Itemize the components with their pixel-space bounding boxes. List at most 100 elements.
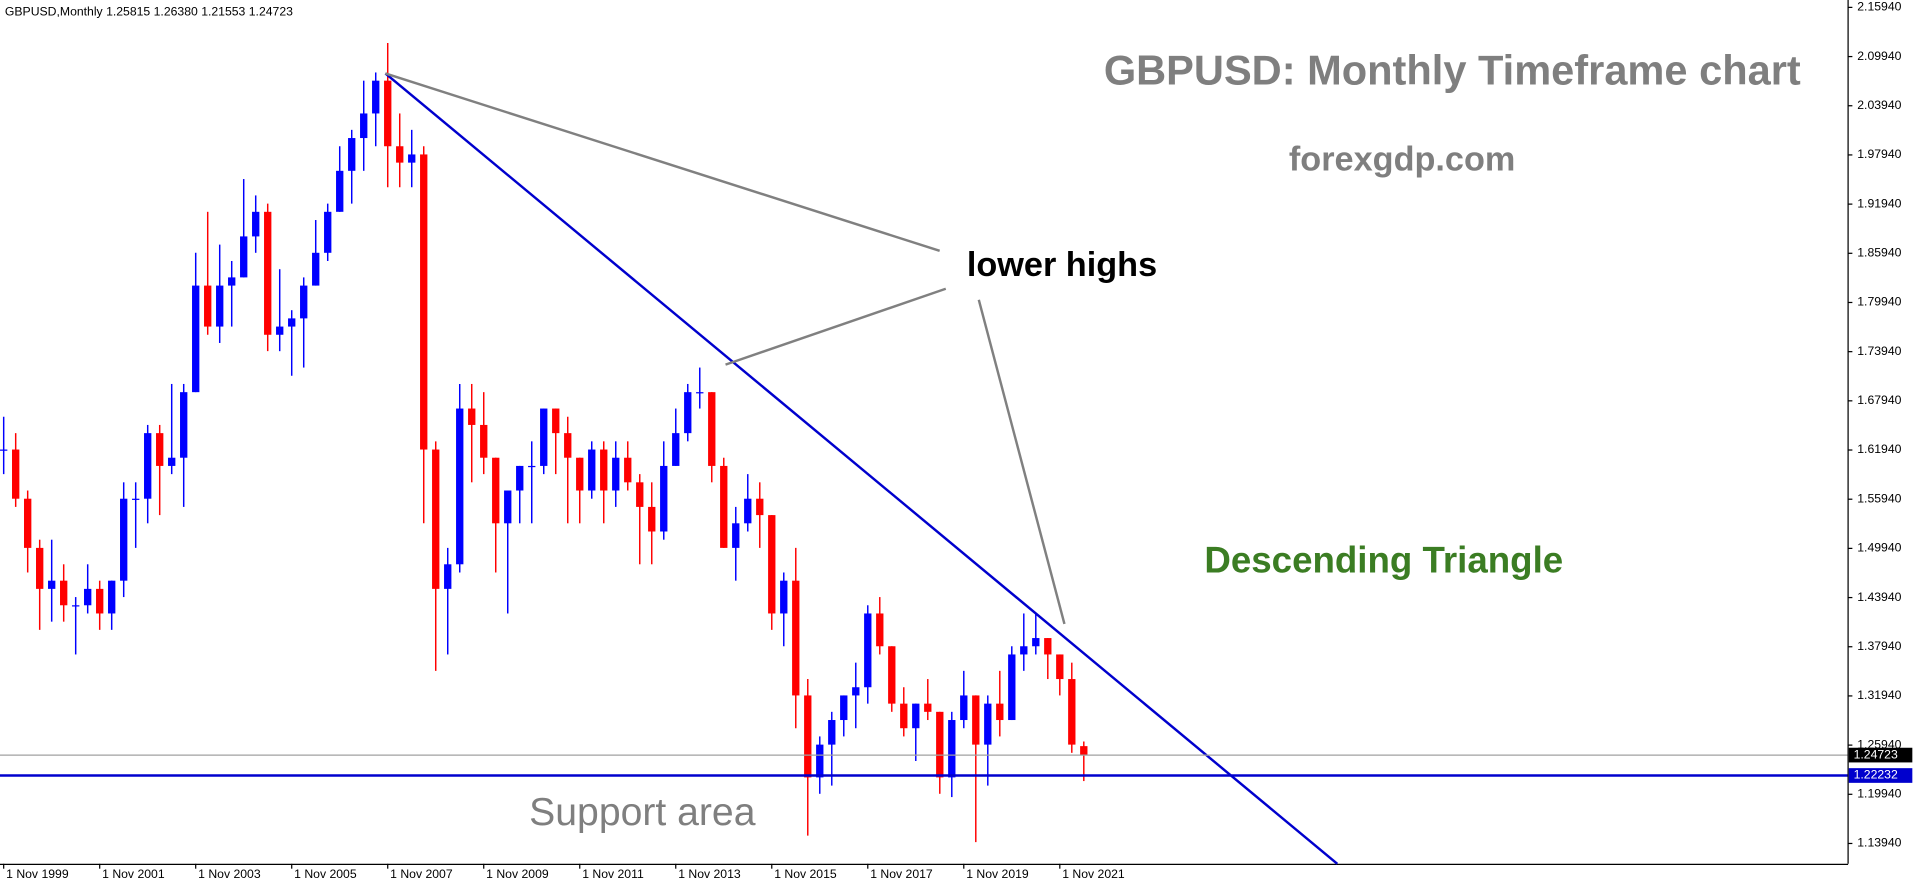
y-tick-label: 2.09940 (1857, 49, 1901, 63)
candle-body (408, 154, 416, 163)
candle-body (972, 695, 980, 745)
candle-body (612, 457, 620, 491)
y-tick-label: 2.03940 (1857, 98, 1901, 112)
candle-body (660, 465, 668, 532)
candle-body (672, 433, 680, 466)
candle-body (168, 457, 176, 466)
pointer-line (725, 287, 947, 366)
candle-body (948, 720, 956, 778)
candle-body (756, 498, 764, 516)
candle-body (372, 80, 380, 114)
candle-body (1056, 654, 1064, 680)
annotation: lower highs (967, 246, 1157, 284)
candle-body (744, 498, 752, 524)
y-tick-label: 1.13940 (1857, 836, 1901, 850)
price-label: 1.24723 (1854, 747, 1898, 761)
x-tick-label: 1 Nov 1999 (6, 867, 69, 881)
y-tick-label: 1.85940 (1857, 246, 1901, 260)
price-label-box (1848, 768, 1913, 783)
y-tick-label: 1.49940 (1857, 541, 1901, 555)
candle-body (684, 392, 692, 434)
candle-body (324, 211, 332, 253)
candle-body (348, 138, 356, 171)
candle-body (792, 580, 800, 696)
x-tick-label: 1 Nov 2005 (294, 867, 357, 881)
x-tick-label: 1 Nov 2019 (966, 867, 1029, 881)
candle-body (312, 252, 320, 286)
candle-body (1008, 654, 1016, 721)
candle-body (1044, 638, 1052, 655)
candle-body (240, 236, 248, 278)
candle-body (60, 580, 68, 606)
candle-body (480, 424, 488, 458)
candle-body (876, 613, 884, 647)
candle-body (396, 146, 404, 163)
candle-body (780, 580, 788, 614)
candle-body (468, 408, 476, 425)
x-tick-label: 1 Nov 2009 (486, 867, 549, 881)
candle-body (24, 498, 32, 548)
candle-body (156, 433, 164, 466)
candle-body (204, 285, 212, 327)
pointer-line (385, 72, 941, 252)
candle-body (300, 285, 308, 319)
trend-line (384, 72, 1339, 865)
candle-body (288, 318, 296, 327)
y-tick-label: 1.97940 (1857, 147, 1901, 161)
candle-body (276, 326, 284, 335)
candle-body (144, 433, 152, 499)
candle-body (1032, 638, 1040, 647)
candle-body (456, 408, 464, 565)
candle-body (900, 703, 908, 729)
candle-body (384, 80, 392, 147)
candle-body (48, 580, 56, 589)
y-tick-label: 1.91940 (1857, 196, 1901, 210)
candle-body (336, 170, 344, 212)
candle-body (840, 695, 848, 721)
candle-body (852, 687, 860, 696)
candle-body (72, 605, 80, 607)
candle-body (888, 646, 896, 704)
candle-body (936, 711, 944, 778)
candle-body (1080, 746, 1088, 756)
candle-body (816, 744, 824, 778)
x-tick-label: 1 Nov 2007 (390, 867, 453, 881)
candle-body (864, 613, 872, 688)
candle-body (420, 154, 428, 450)
candle-body (216, 285, 224, 327)
candle-body (732, 523, 740, 548)
candle-body (696, 392, 704, 394)
candle-body (912, 703, 920, 729)
candle-body (996, 703, 1004, 721)
candle-body (600, 449, 608, 491)
annotation: Descending Triangle (1204, 540, 1563, 581)
plot-area (0, 42, 1088, 843)
x-tick-label: 1 Nov 2017 (870, 867, 933, 881)
candle-body (132, 498, 140, 500)
candle-body (192, 285, 200, 393)
candle-body (720, 465, 728, 548)
y-tick-label: 1.73940 (1857, 344, 1901, 358)
price-label-box (1848, 747, 1913, 763)
candle-body (708, 392, 716, 466)
y-tick-label: 1.37940 (1857, 639, 1901, 653)
x-tick-label: 1 Nov 2011 (582, 867, 644, 881)
price-label: 1.22232 (1854, 768, 1898, 782)
candle-body (804, 695, 812, 778)
candle-body (492, 457, 500, 524)
candle-body (252, 211, 260, 237)
candle-body (108, 580, 116, 614)
candle-body (96, 588, 104, 614)
y-tick-label: 2.15940 (1857, 0, 1901, 14)
chart-title: GBPUSD: Monthly Timeframe chart (1104, 46, 1801, 93)
candle-body (0, 449, 8, 451)
candle-body (552, 408, 560, 434)
candle-body (924, 703, 932, 712)
candle-body (1068, 679, 1076, 745)
candle-body (228, 277, 236, 286)
candle-body (960, 695, 968, 721)
candle-body (504, 490, 512, 524)
y-tick-label: 1.43940 (1857, 590, 1901, 604)
candle-body (444, 564, 452, 589)
